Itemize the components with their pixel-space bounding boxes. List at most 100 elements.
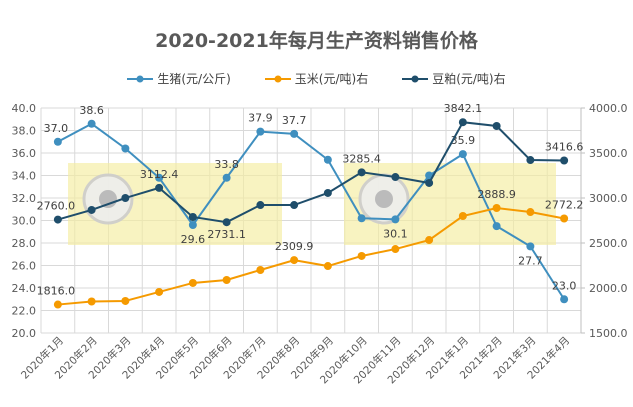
data-label: 37.9: [248, 112, 273, 125]
data-label: 30.1: [383, 227, 408, 240]
data-point: [87, 297, 96, 306]
data-point: [290, 129, 299, 138]
y-left-tick-label: 28.0: [12, 237, 37, 250]
data-point: [458, 212, 467, 220]
data-point: [526, 208, 535, 217]
data-point: [458, 118, 467, 127]
data-point: [323, 155, 332, 164]
series-line-2: [57, 121, 565, 224]
data-label: 29.6: [181, 233, 206, 246]
legend-label: 生猪(元/公斤): [157, 72, 231, 86]
watermark-logo-icon: [99, 190, 117, 208]
series-line-1: [57, 206, 565, 306]
watermark-logo-icon: [375, 190, 393, 208]
y-left-tick-label: 20.0: [12, 327, 37, 340]
data-label: 3285.4: [342, 152, 381, 165]
data-point: [290, 201, 299, 210]
data-point: [391, 215, 400, 224]
data-point: [53, 300, 62, 309]
data-label: 2309.9: [275, 240, 314, 253]
y-left-tick-label: 34.0: [12, 170, 37, 183]
y-right-tick-label: 4000.0: [589, 102, 628, 115]
legend-marker-corn: [264, 75, 291, 82]
data-label: 2888.9: [477, 188, 516, 201]
y-left-tick-label: 40.0: [12, 102, 37, 115]
data-label: 2772.2: [545, 199, 584, 212]
data-point: [188, 212, 197, 221]
chart-title: 2020-2021年每月生产资料销售价格: [155, 30, 478, 52]
data-point: [222, 275, 231, 284]
data-point: [256, 266, 265, 274]
y-left-tick-label: 32.0: [12, 192, 37, 205]
data-point: [222, 173, 231, 182]
data-point: [425, 236, 434, 245]
data-point: [560, 156, 569, 165]
data-label: 3842.1: [444, 102, 483, 115]
data-point: [357, 214, 366, 223]
legend-item-pig: 生猪(元/公斤): [127, 70, 231, 87]
data-point: [391, 173, 400, 182]
y-right-tick-label: 2500.0: [589, 237, 628, 250]
data-point: [357, 251, 366, 260]
data-label: 37.0: [44, 122, 69, 135]
data-point: [256, 127, 265, 136]
y-right-tick-label: 3000.0: [589, 192, 628, 205]
data-point: [323, 262, 332, 271]
legend-marker-soymeal: [402, 75, 429, 82]
data-point: [492, 203, 501, 212]
data-label: 27.7: [518, 254, 543, 267]
y-right-tick-label: 2000.0: [589, 282, 628, 295]
y-left-tick-label: 26.0: [12, 260, 37, 273]
legend: 生猪(元/公斤) 玉米(元/吨)右 豆粕(元/吨)右: [0, 70, 633, 87]
data-label: 38.6: [79, 104, 104, 117]
y-left-tick-label: 22.0: [12, 305, 37, 318]
data-point: [155, 183, 164, 192]
y-left-tick-label: 24.0: [12, 282, 37, 295]
data-point: [560, 214, 569, 223]
data-point: [87, 119, 96, 128]
data-label: 2731.1: [207, 228, 246, 241]
data-label: 37.7: [282, 114, 307, 127]
data-label: 23.0: [552, 279, 577, 292]
data-point: [526, 156, 535, 165]
data-point: [121, 144, 130, 153]
legend-label: 玉米(元/吨)右: [294, 72, 369, 86]
data-point: [188, 221, 197, 229]
data-point: [560, 295, 569, 304]
data-point: [526, 242, 535, 251]
data-point: [323, 188, 332, 197]
data-point: [87, 205, 96, 214]
data-point: [492, 122, 501, 130]
data-point: [256, 201, 265, 210]
legend-item-corn: 玉米(元/吨)右: [264, 70, 369, 87]
y-right-tick-label: 1500.0: [589, 327, 628, 340]
y-left-tick-label: 30.0: [12, 215, 37, 228]
data-point: [155, 173, 164, 182]
y-left-tick-label: 38.0: [12, 125, 37, 138]
series-line-0: [57, 122, 565, 300]
data-label: 33.8: [214, 158, 239, 171]
data-point: [188, 278, 197, 287]
legend-marker-pig: [127, 75, 154, 82]
data-point: [492, 222, 501, 231]
data-point: [222, 218, 231, 227]
data-point: [458, 150, 467, 159]
data-point: [290, 256, 299, 265]
data-point: [425, 178, 434, 187]
data-point: [53, 215, 62, 224]
data-point: [357, 168, 366, 177]
data-point: [53, 137, 62, 146]
data-label: 35.9: [451, 134, 476, 147]
data-point: [155, 287, 164, 296]
legend-label: 豆粕(元/吨)右: [432, 72, 506, 86]
y-left-tick-label: 36.0: [12, 147, 37, 160]
data-point: [121, 194, 130, 202]
data-label: 1816.0: [37, 285, 76, 298]
data-label: 3112.4: [140, 168, 179, 181]
data-point: [391, 245, 400, 254]
data-label: 3416.6: [545, 141, 584, 154]
data-point: [121, 296, 130, 305]
legend-item-soymeal: 豆粕(元/吨)右: [402, 70, 506, 87]
